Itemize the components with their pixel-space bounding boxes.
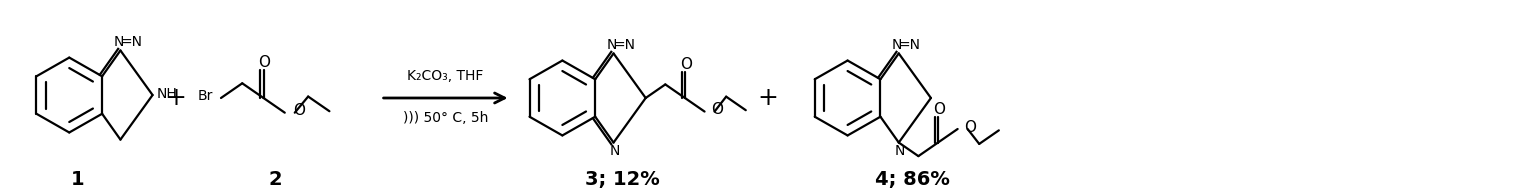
Text: 4; 86%: 4; 86% xyxy=(876,170,949,189)
Text: N: N xyxy=(891,38,902,51)
Text: +: + xyxy=(166,86,186,110)
Text: 3; 12%: 3; 12% xyxy=(585,170,659,189)
Text: 1: 1 xyxy=(71,170,84,189)
Text: K₂CO₃, THF: K₂CO₃, THF xyxy=(407,69,484,83)
Text: 2: 2 xyxy=(269,170,283,189)
Text: =N: =N xyxy=(120,35,143,49)
Text: O: O xyxy=(293,103,304,118)
Text: N: N xyxy=(114,35,123,49)
Text: Br: Br xyxy=(198,89,214,103)
Text: O: O xyxy=(258,55,270,70)
Text: N: N xyxy=(894,144,905,158)
Text: NH: NH xyxy=(157,87,177,101)
Text: ))) 50° C, 5h: ))) 50° C, 5h xyxy=(402,111,488,125)
Text: O: O xyxy=(680,57,691,72)
Text: O: O xyxy=(965,120,977,135)
Text: =N: =N xyxy=(899,38,920,51)
Text: O: O xyxy=(932,102,945,117)
Text: N: N xyxy=(607,38,617,51)
Text: =N: =N xyxy=(613,38,636,51)
Text: N: N xyxy=(610,144,619,158)
Text: +: + xyxy=(757,86,779,110)
Text: O: O xyxy=(711,102,723,117)
